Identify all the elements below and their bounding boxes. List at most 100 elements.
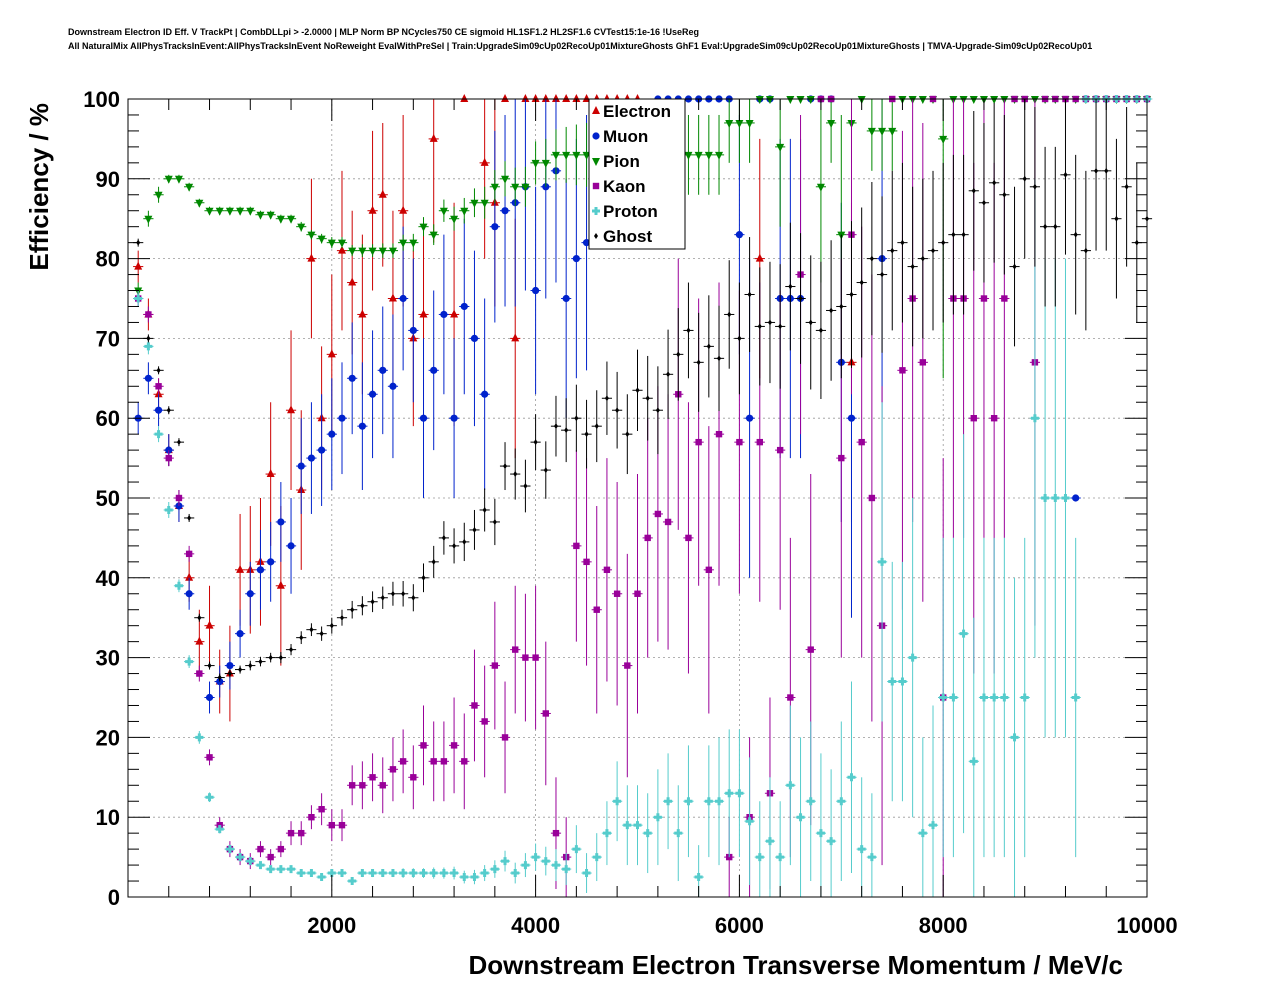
kaon-marker (990, 415, 998, 422)
electron-marker (205, 620, 214, 629)
muon-marker (307, 454, 316, 462)
pion-point (184, 182, 195, 192)
proton-marker (837, 797, 846, 806)
ghost-marker (818, 327, 823, 334)
kaon-marker (787, 694, 794, 701)
proton-point (153, 426, 164, 443)
pion-point (499, 161, 511, 197)
proton-marker (643, 829, 652, 838)
kaon-point (255, 841, 266, 858)
kaon-marker (685, 534, 692, 542)
kaon-marker (196, 670, 203, 677)
ghost-point (805, 255, 816, 390)
ghost-point (876, 196, 888, 353)
proton-point (846, 681, 857, 874)
proton-point (958, 434, 969, 834)
pion-marker (878, 127, 887, 136)
kaon-marker (654, 510, 662, 518)
proton-marker (154, 430, 163, 439)
muon-marker (256, 566, 265, 574)
ghost-point (561, 398, 572, 463)
ghost-marker (268, 654, 273, 661)
ghost-marker (238, 666, 243, 673)
ghost-marker (788, 283, 793, 290)
proton-point (897, 561, 908, 802)
proton-point (927, 705, 939, 897)
ghost-marker (910, 263, 915, 270)
kaon-point (662, 394, 674, 650)
muon-marker (358, 422, 366, 430)
proton-marker (898, 677, 907, 686)
proton-point (194, 731, 205, 744)
proton-marker (174, 581, 183, 590)
pion-marker (888, 127, 897, 136)
electron-marker (327, 349, 336, 358)
kaon-point (469, 649, 480, 762)
ghost-point (612, 371, 623, 449)
kaon-marker (868, 494, 876, 502)
pion-point (489, 170, 500, 204)
kaon-marker (410, 774, 417, 781)
kaon-marker (318, 806, 325, 813)
proton-point (724, 729, 735, 858)
pion-marker (551, 151, 560, 160)
ghost-point (398, 580, 409, 607)
ghost-marker (849, 291, 854, 298)
ghost-point (285, 644, 297, 656)
ghost-point (866, 181, 877, 336)
ghost-marker (869, 255, 874, 262)
legend-label-ghost: Ghost (603, 227, 652, 246)
ghost-point (469, 509, 480, 550)
x-tick-label: 4000 (511, 913, 560, 938)
muon-marker (745, 414, 754, 422)
muon-marker (562, 294, 570, 303)
ghost-marker (737, 335, 742, 342)
proton-marker (694, 873, 703, 882)
proton-marker (287, 865, 296, 874)
ghost-marker (666, 371, 671, 378)
ghost-marker (829, 307, 834, 314)
proton-point (184, 655, 195, 668)
ghost-point (1070, 154, 1081, 315)
muon-point (479, 298, 490, 491)
proton-marker (735, 789, 744, 798)
proton-point (1050, 258, 1061, 738)
ghost-point (591, 390, 602, 463)
proton-point (499, 850, 511, 872)
electron-point (234, 513, 246, 626)
electron-marker (185, 572, 194, 581)
proton-marker (562, 865, 571, 874)
proton-point (632, 785, 643, 866)
muon-point (561, 178, 572, 419)
proton-point (234, 853, 246, 862)
pion-point (968, 96, 979, 104)
proton-marker (867, 853, 876, 862)
proton-point (836, 721, 847, 882)
pion-point (306, 229, 317, 240)
kaon-point (316, 793, 327, 826)
ghost-marker (411, 594, 416, 601)
ghost-marker (553, 423, 558, 430)
kaon-marker (858, 438, 865, 446)
kaon-point (398, 729, 409, 794)
proton-marker (399, 869, 408, 878)
proton-point (1070, 537, 1081, 858)
ghost-marker (452, 542, 457, 549)
pion-point (703, 114, 714, 195)
kaon-point (448, 697, 460, 794)
pion-point (805, 96, 816, 104)
kaon-marker (185, 550, 193, 558)
muon-marker (1072, 494, 1080, 502)
ghost-point (489, 498, 500, 546)
ghost-marker (187, 514, 192, 521)
kaon-point (632, 474, 643, 714)
x-axis-title: Downstream Electron Transverse Momentum … (468, 950, 1123, 980)
muon-point (184, 577, 195, 610)
pion-marker (490, 183, 499, 192)
ghost-point (978, 122, 990, 283)
muon-point (530, 186, 541, 395)
muon-point (357, 362, 368, 491)
ghost-marker (492, 518, 497, 525)
kaon-marker (450, 742, 458, 749)
ghost-marker (971, 187, 976, 194)
